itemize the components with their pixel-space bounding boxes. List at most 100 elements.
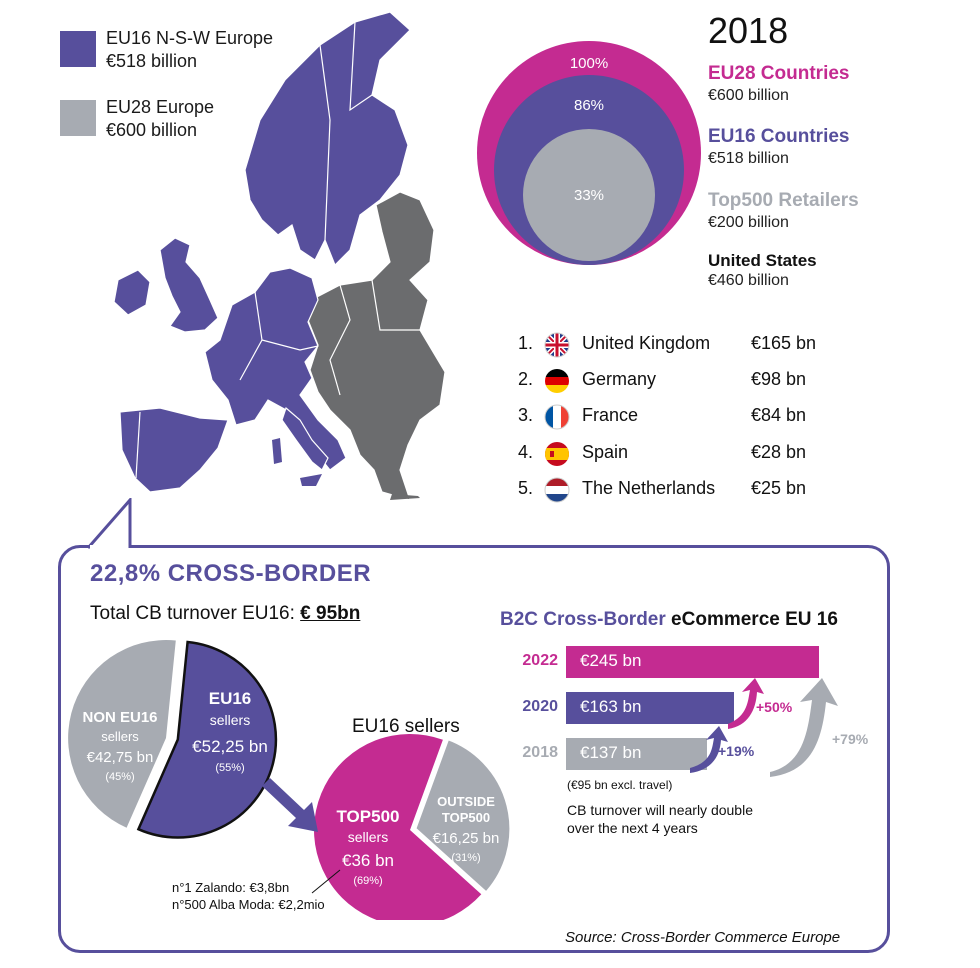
note-alba-moda: n°500 Alba Moda: €2,2mio [172, 897, 325, 912]
map-region-ireland [113, 269, 151, 316]
rank-number: 3. [518, 405, 534, 425]
bar-footnote-1: CB turnover will nearly double [567, 802, 753, 818]
note-leader-line [311, 869, 341, 894]
map-border-line [135, 411, 141, 479]
map-region-uk [159, 237, 219, 333]
rank-value: €25 bn [751, 478, 807, 498]
legend-eu28-value: €600 billion [106, 120, 198, 140]
bar-value-2022: €245 bn [580, 651, 642, 670]
bar-note: (€95 bn excl. travel) [567, 778, 673, 792]
pie-top500-label-pct: (69%) [353, 875, 382, 887]
map-region-iberia [119, 407, 229, 493]
pie-eu16-label-value: €52,25 bn [192, 737, 268, 756]
pie-eu16-total: EU16 sellers €52,25 bn (55%) NON EU16 sellers… [68, 640, 278, 839]
pie-noneu16-label-value: €42,75 bn [87, 749, 154, 766]
pie-noneu16-label-pct: (45%) [105, 771, 134, 783]
legend-eu16-title: EU16 N-S-W Europe [106, 28, 274, 48]
pie-eu16-label-name: EU16 [209, 689, 252, 708]
rank-country: The Netherlands [582, 478, 716, 498]
pie-top500-label-value: €36 bn [342, 851, 394, 870]
growth-label-50: +50% [756, 699, 793, 715]
circle-label-86: 86% [574, 97, 604, 114]
rank-country: United Kingdom [582, 333, 711, 353]
europe-map [113, 11, 446, 500]
legend-eu28-title: EU28 Europe [106, 97, 215, 117]
pie-top500-label-name: TOP500 [336, 807, 399, 826]
map-region-western-europe [204, 267, 347, 471]
pie-outside-label-sub: TOP500 [442, 810, 490, 825]
legend-label-eu16: EU16 N-S-W Europe €518 billion [106, 27, 273, 73]
circle-top500 [523, 129, 655, 261]
rank-number: 1. [518, 333, 534, 353]
pie-charts: EU16 sellers €52,25 bn (55%) NON EU16 sellers… [68, 640, 513, 920]
bar-year-2018: 2018 [522, 744, 558, 761]
category-eu28-value: €600 billion [708, 87, 789, 104]
bar-value-2020: €163 bn [580, 697, 642, 716]
bars-title-part2: eCommerce EU 16 [665, 609, 838, 630]
arrow-growth-79 [770, 678, 838, 777]
rank-country: Germany [582, 369, 657, 389]
legend-label-eu28: EU28 Europe €600 billion [106, 96, 214, 142]
pie-eu16-label-sub: sellers [210, 712, 250, 728]
category-eu28-name: EU28 Countries [708, 63, 850, 84]
category-top500-name: Top500 Retailers [708, 190, 859, 211]
map-border-line [371, 279, 420, 331]
rank-row-1: 1. United Kingdom €165 bn [518, 332, 838, 359]
nested-circles-chart: 100% 86% 33% [477, 41, 701, 265]
arrow-to-sellers [262, 778, 318, 832]
rank-row-4: 4. Spain €28 bn [518, 442, 838, 468]
rank-value: €165 bn [751, 333, 817, 353]
legend-swatch-eu28 [60, 100, 96, 136]
cross-border-title: 22,8% CROSS-BORDER [90, 560, 372, 587]
pie-noneu16-label-name: NON EU16 [82, 709, 157, 726]
bar-year-2020: 2020 [522, 698, 558, 715]
rank-value: €98 bn [751, 369, 807, 389]
year-title: 2018 [708, 10, 789, 51]
growth-label-19: +19% [718, 743, 755, 759]
total-cb-label: Total CB turnover EU16: [90, 603, 301, 624]
map-border-line [319, 44, 331, 241]
rank-number: 4. [518, 442, 534, 462]
rank-value: €28 bn [751, 442, 807, 462]
pie-outside-label-name: OUTSIDE [437, 794, 495, 809]
pie-eu16-label-pct: (55%) [215, 762, 244, 774]
growth-arrows: +19% +50% +79% [690, 678, 869, 777]
pie-noneu16-label-sub: sellers [101, 729, 139, 744]
netherlands-flag-icon [544, 477, 570, 508]
map-border-line [329, 284, 351, 396]
map-region-eastern-europe [307, 191, 446, 500]
category-eu16-value: €518 billion [708, 150, 789, 167]
bar-2020: €163 bn [566, 692, 734, 724]
map-region-sicily [300, 474, 322, 486]
rank-row-2: 2. Germany €98 bn [518, 369, 838, 395]
total-cb-value: € 95bn [300, 603, 361, 624]
map-region-italy [281, 406, 329, 471]
rank-row-5: 5. The Netherlands €25 bn [518, 477, 838, 504]
pie-outside-label-pct: (31%) [451, 852, 480, 864]
total-cb-turnover: Total CB turnover EU16: € 95bn [90, 603, 360, 625]
bar-footnote-2: over the next 4 years [567, 820, 698, 836]
pie-slice-outside-top500 [413, 736, 513, 896]
rank-country: France [582, 405, 639, 425]
rank-number: 2. [518, 369, 534, 389]
category-us-name: United States [708, 251, 817, 270]
cross-border-panel [58, 545, 890, 953]
map-region-sardinia [272, 438, 282, 464]
circle-label-33: 33% [574, 187, 604, 204]
uk-flag-icon [544, 332, 570, 363]
bar-year-2022: 2022 [522, 652, 558, 669]
pie-slice-top500 [314, 733, 482, 920]
pie-top500-label-sub: sellers [348, 829, 388, 845]
arrow-growth-50 [728, 678, 764, 729]
pie-slice-eu16 [136, 640, 278, 839]
eu16-sellers-title: EU16 sellers [352, 716, 460, 737]
legend-eu16-value: €518 billion [106, 51, 198, 71]
legend-swatch-eu16 [60, 31, 96, 67]
france-flag-icon [544, 404, 570, 435]
pie-slice-non-eu16 [68, 640, 176, 828]
rank-number: 5. [518, 478, 534, 498]
map-border-line [349, 21, 373, 112]
note-zalando: n°1 Zalando: €3,8bn [172, 880, 290, 895]
spain-flag-icon [544, 441, 570, 472]
